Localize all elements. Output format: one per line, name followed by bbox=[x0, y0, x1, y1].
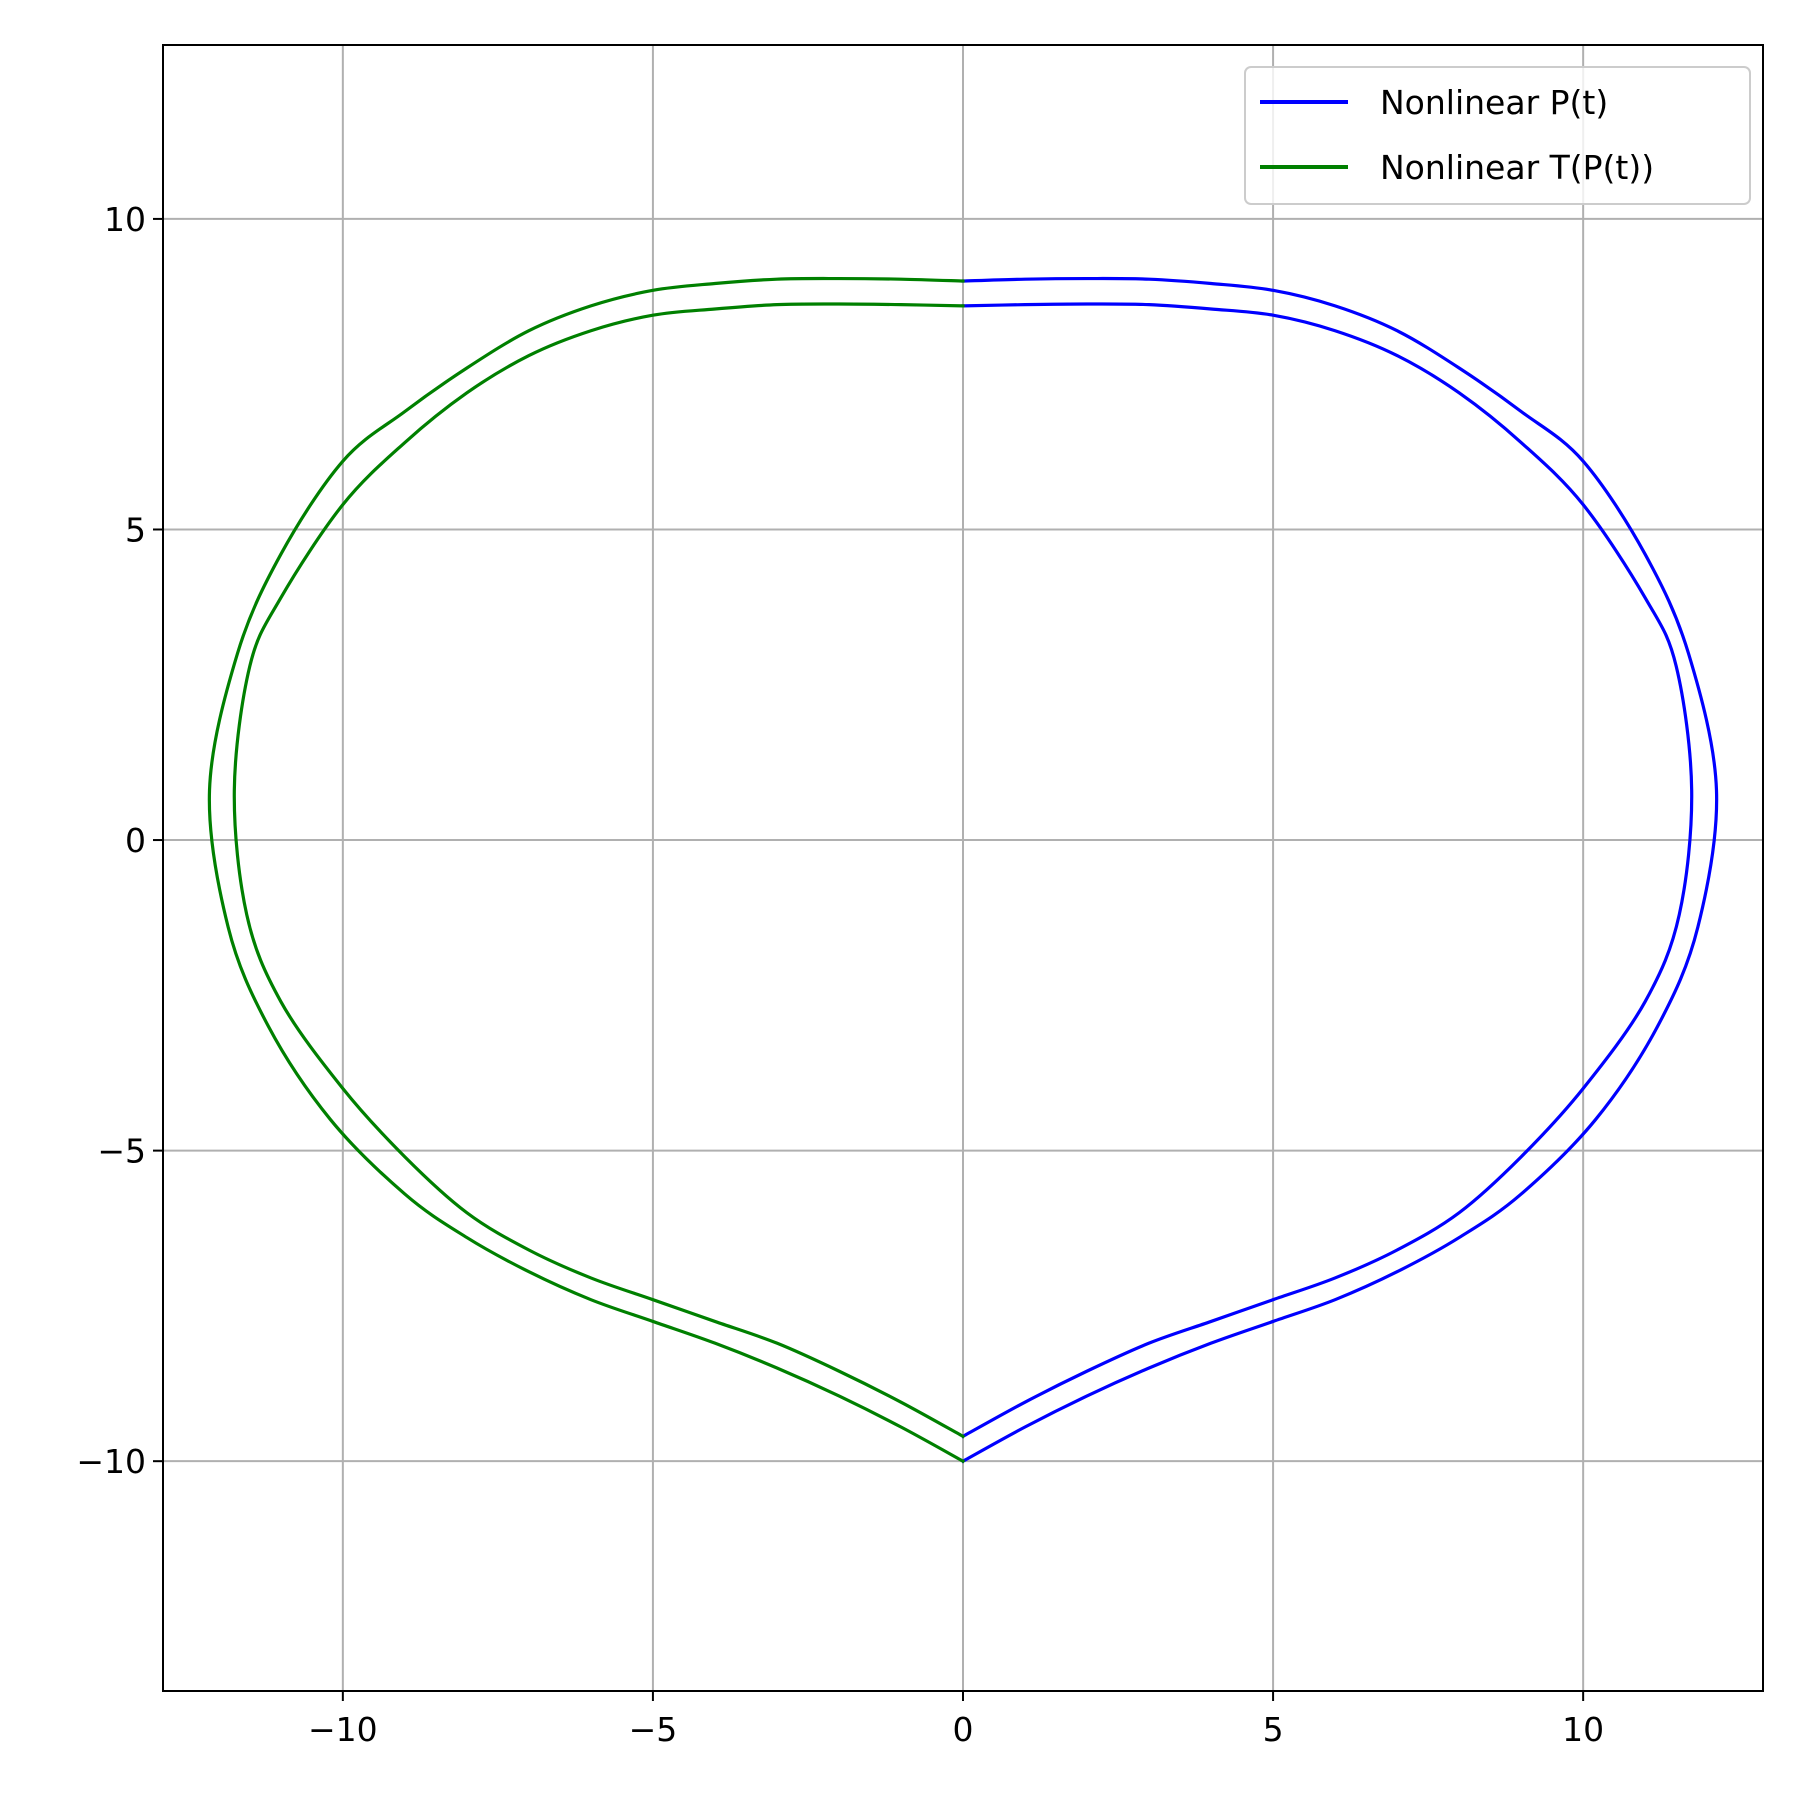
y-tick-label: 10 bbox=[104, 200, 146, 239]
series-tp-line-outer bbox=[207, 276, 966, 1464]
ticks: −10 −5 0 5 10 −10 −5 0 5 10 bbox=[76, 200, 1604, 1749]
legend: Nonlinear P(t) Nonlinear T(P(t)) bbox=[1244, 66, 1751, 205]
x-tick-label: 0 bbox=[953, 1710, 974, 1749]
legend-box bbox=[1244, 66, 1751, 205]
x-tick-label: −5 bbox=[629, 1710, 678, 1749]
y-tick-label: −10 bbox=[76, 1442, 146, 1481]
legend-label-p: Nonlinear P(t) bbox=[1380, 83, 1608, 122]
y-tick-label: 5 bbox=[125, 510, 146, 549]
series-layer bbox=[207, 276, 1719, 1464]
x-tick-label: 5 bbox=[1263, 1710, 1284, 1749]
series-p-line-outer bbox=[960, 276, 1719, 1464]
y-tick-label: −5 bbox=[97, 1132, 146, 1171]
x-tick-label: 10 bbox=[1562, 1710, 1604, 1749]
y-tick-label: 0 bbox=[125, 821, 146, 860]
x-tick-label: −10 bbox=[308, 1710, 378, 1749]
series-tp-line-inner bbox=[232, 302, 966, 1439]
legend-label-tp: Nonlinear T(P(t)) bbox=[1380, 148, 1654, 187]
series-p-line-inner bbox=[960, 302, 1694, 1439]
